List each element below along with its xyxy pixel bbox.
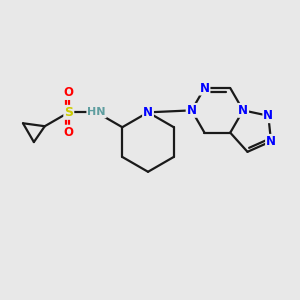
- Text: N: N: [238, 104, 248, 117]
- Text: N: N: [143, 106, 153, 119]
- Text: N: N: [200, 82, 209, 94]
- Text: O: O: [64, 86, 74, 99]
- Text: N: N: [263, 109, 273, 122]
- Text: S: S: [64, 106, 73, 119]
- Text: N: N: [266, 135, 276, 148]
- Text: HN: HN: [87, 107, 106, 117]
- Text: O: O: [64, 126, 74, 139]
- Text: N: N: [187, 104, 196, 117]
